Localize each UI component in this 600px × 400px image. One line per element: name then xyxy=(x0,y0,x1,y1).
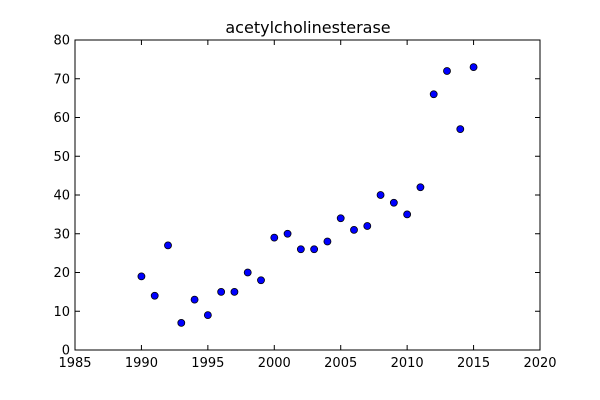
chart-title: acetylcholinesterase xyxy=(225,18,390,37)
data-point xyxy=(243,268,252,277)
x-tick-label: 1990 xyxy=(125,356,158,371)
data-point xyxy=(164,241,172,250)
data-points xyxy=(137,63,478,327)
data-point xyxy=(456,125,465,134)
x-tick-label: 2020 xyxy=(523,356,556,371)
x-tick-label: 1995 xyxy=(191,356,224,371)
x-tick-label: 2000 xyxy=(258,356,291,371)
y-tick-label: 50 xyxy=(53,150,70,165)
axis-ticks: 1985 1990 1995 2000 2005 2010 2015 2020 0 10 20 30 4… xyxy=(53,34,556,372)
y-tick-label: 0 xyxy=(62,344,70,359)
data-point xyxy=(177,318,186,327)
x-tick-label: 1985 xyxy=(58,356,91,371)
data-point xyxy=(323,237,332,246)
plot-frame xyxy=(74,39,541,351)
y-tick-label: 40 xyxy=(53,189,70,204)
data-point xyxy=(203,311,212,320)
y-tick-label: 20 xyxy=(53,266,70,281)
data-point xyxy=(350,225,358,234)
data-point xyxy=(150,291,159,300)
data-point xyxy=(389,198,398,207)
data-point xyxy=(376,191,385,199)
y-tick-label: 30 xyxy=(53,227,70,242)
y-tick-label: 80 xyxy=(53,34,70,49)
data-point xyxy=(469,63,478,72)
data-point xyxy=(137,272,146,281)
data-point xyxy=(190,295,199,304)
data-point xyxy=(363,222,372,230)
data-point xyxy=(403,210,412,219)
y-tick-label: 10 xyxy=(53,305,70,320)
data-point xyxy=(416,183,425,192)
data-point xyxy=(429,90,438,99)
data-point xyxy=(443,67,451,75)
x-tick-label: 2015 xyxy=(457,356,490,371)
data-point xyxy=(230,287,239,296)
data-point xyxy=(270,233,279,242)
data-point xyxy=(217,287,226,296)
data-point xyxy=(310,245,319,254)
data-point xyxy=(336,214,345,223)
plot-area xyxy=(75,40,540,350)
data-point xyxy=(296,245,305,254)
data-point xyxy=(283,229,292,238)
data-point xyxy=(257,276,265,285)
y-tick-label: 60 xyxy=(53,111,70,126)
x-tick-label: 2010 xyxy=(391,356,424,371)
y-tick-label: 70 xyxy=(53,72,70,87)
x-tick-label: 2005 xyxy=(324,356,357,371)
